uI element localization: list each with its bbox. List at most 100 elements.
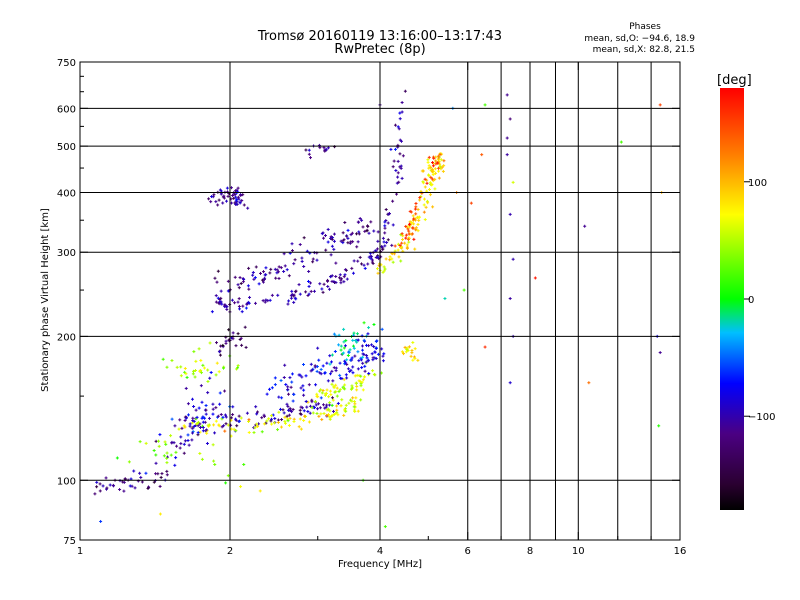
data-point <box>342 346 346 350</box>
data-point <box>357 232 361 236</box>
data-point <box>222 303 226 307</box>
data-point <box>338 376 342 380</box>
data-point <box>422 197 426 201</box>
data-point <box>356 220 360 224</box>
data-point <box>234 344 238 348</box>
data-point <box>319 388 323 392</box>
data-point <box>242 203 246 207</box>
data-point <box>328 417 332 421</box>
data-point <box>122 489 126 493</box>
data-point <box>213 431 217 435</box>
data-point <box>225 199 229 203</box>
data-point <box>268 271 272 275</box>
data-point <box>416 222 420 226</box>
data-point <box>338 373 342 377</box>
data-point <box>360 380 364 384</box>
data-point <box>240 199 244 203</box>
data-point <box>353 374 357 378</box>
data-point <box>412 237 416 241</box>
data-point <box>158 512 162 516</box>
data-point <box>404 233 408 237</box>
data-point <box>343 344 347 348</box>
data-point <box>411 226 415 230</box>
data-point <box>201 425 205 429</box>
data-point <box>353 354 357 358</box>
data-point <box>182 451 186 455</box>
data-point <box>356 338 360 342</box>
data-point <box>174 450 178 454</box>
data-point <box>179 365 183 369</box>
data-point <box>260 430 264 434</box>
data-point <box>318 406 322 410</box>
data-point <box>439 158 443 162</box>
data-point <box>376 271 380 275</box>
data-point <box>385 241 389 245</box>
data-point <box>371 262 375 266</box>
data-point <box>93 492 97 496</box>
data-point <box>373 350 377 354</box>
data-point <box>440 165 444 169</box>
data-point <box>179 374 183 378</box>
data-point <box>251 270 255 274</box>
y-tick-label: 100 <box>57 476 76 487</box>
data-point <box>430 177 434 181</box>
data-point <box>290 242 294 246</box>
data-point <box>282 269 286 273</box>
data-point <box>323 406 327 410</box>
data-point <box>276 428 280 432</box>
data-point <box>201 429 205 433</box>
data-point <box>393 123 397 127</box>
data-point <box>337 276 341 280</box>
data-point <box>285 417 289 421</box>
data-point <box>386 238 390 242</box>
data-point <box>190 431 194 435</box>
data-point <box>283 421 287 425</box>
data-point <box>184 416 188 420</box>
data-point <box>359 374 363 378</box>
data-point <box>308 411 312 415</box>
data-point <box>262 413 266 417</box>
data-point <box>304 399 308 403</box>
data-point <box>361 225 365 229</box>
data-point <box>325 403 329 407</box>
data-point <box>333 349 337 353</box>
data-point <box>362 321 366 325</box>
data-point <box>426 160 430 164</box>
data-point <box>282 375 286 379</box>
data-point <box>365 229 369 233</box>
data-point <box>247 418 251 422</box>
data-point <box>152 480 156 484</box>
data-point <box>226 289 230 293</box>
data-point <box>144 441 148 445</box>
data-point <box>191 372 195 376</box>
data-point <box>413 247 417 251</box>
data-point <box>232 196 236 200</box>
data-point <box>396 125 400 129</box>
data-point <box>355 340 359 344</box>
data-point <box>330 414 334 418</box>
data-point <box>255 412 259 416</box>
data-point <box>237 414 241 418</box>
data-point <box>318 371 322 375</box>
chart-title: Tromsø 20160119 13:16:00–13:17:43 <box>257 29 502 44</box>
data-point <box>233 301 237 305</box>
data-point <box>328 354 332 358</box>
data-point <box>331 398 335 402</box>
data-point <box>386 221 390 225</box>
data-point <box>383 525 387 529</box>
stats-heading: Phases <box>629 22 661 32</box>
data-point <box>277 395 281 399</box>
data-point <box>422 203 426 207</box>
data-point <box>396 248 400 252</box>
data-point <box>328 409 332 413</box>
data-point <box>247 266 251 270</box>
data-point <box>280 396 284 400</box>
data-point <box>429 175 433 179</box>
data-point <box>344 409 348 413</box>
data-point <box>165 469 169 473</box>
data-point <box>351 396 355 400</box>
data-point <box>356 240 360 244</box>
data-point <box>418 196 422 200</box>
data-point <box>170 417 174 421</box>
data-point <box>273 383 277 387</box>
